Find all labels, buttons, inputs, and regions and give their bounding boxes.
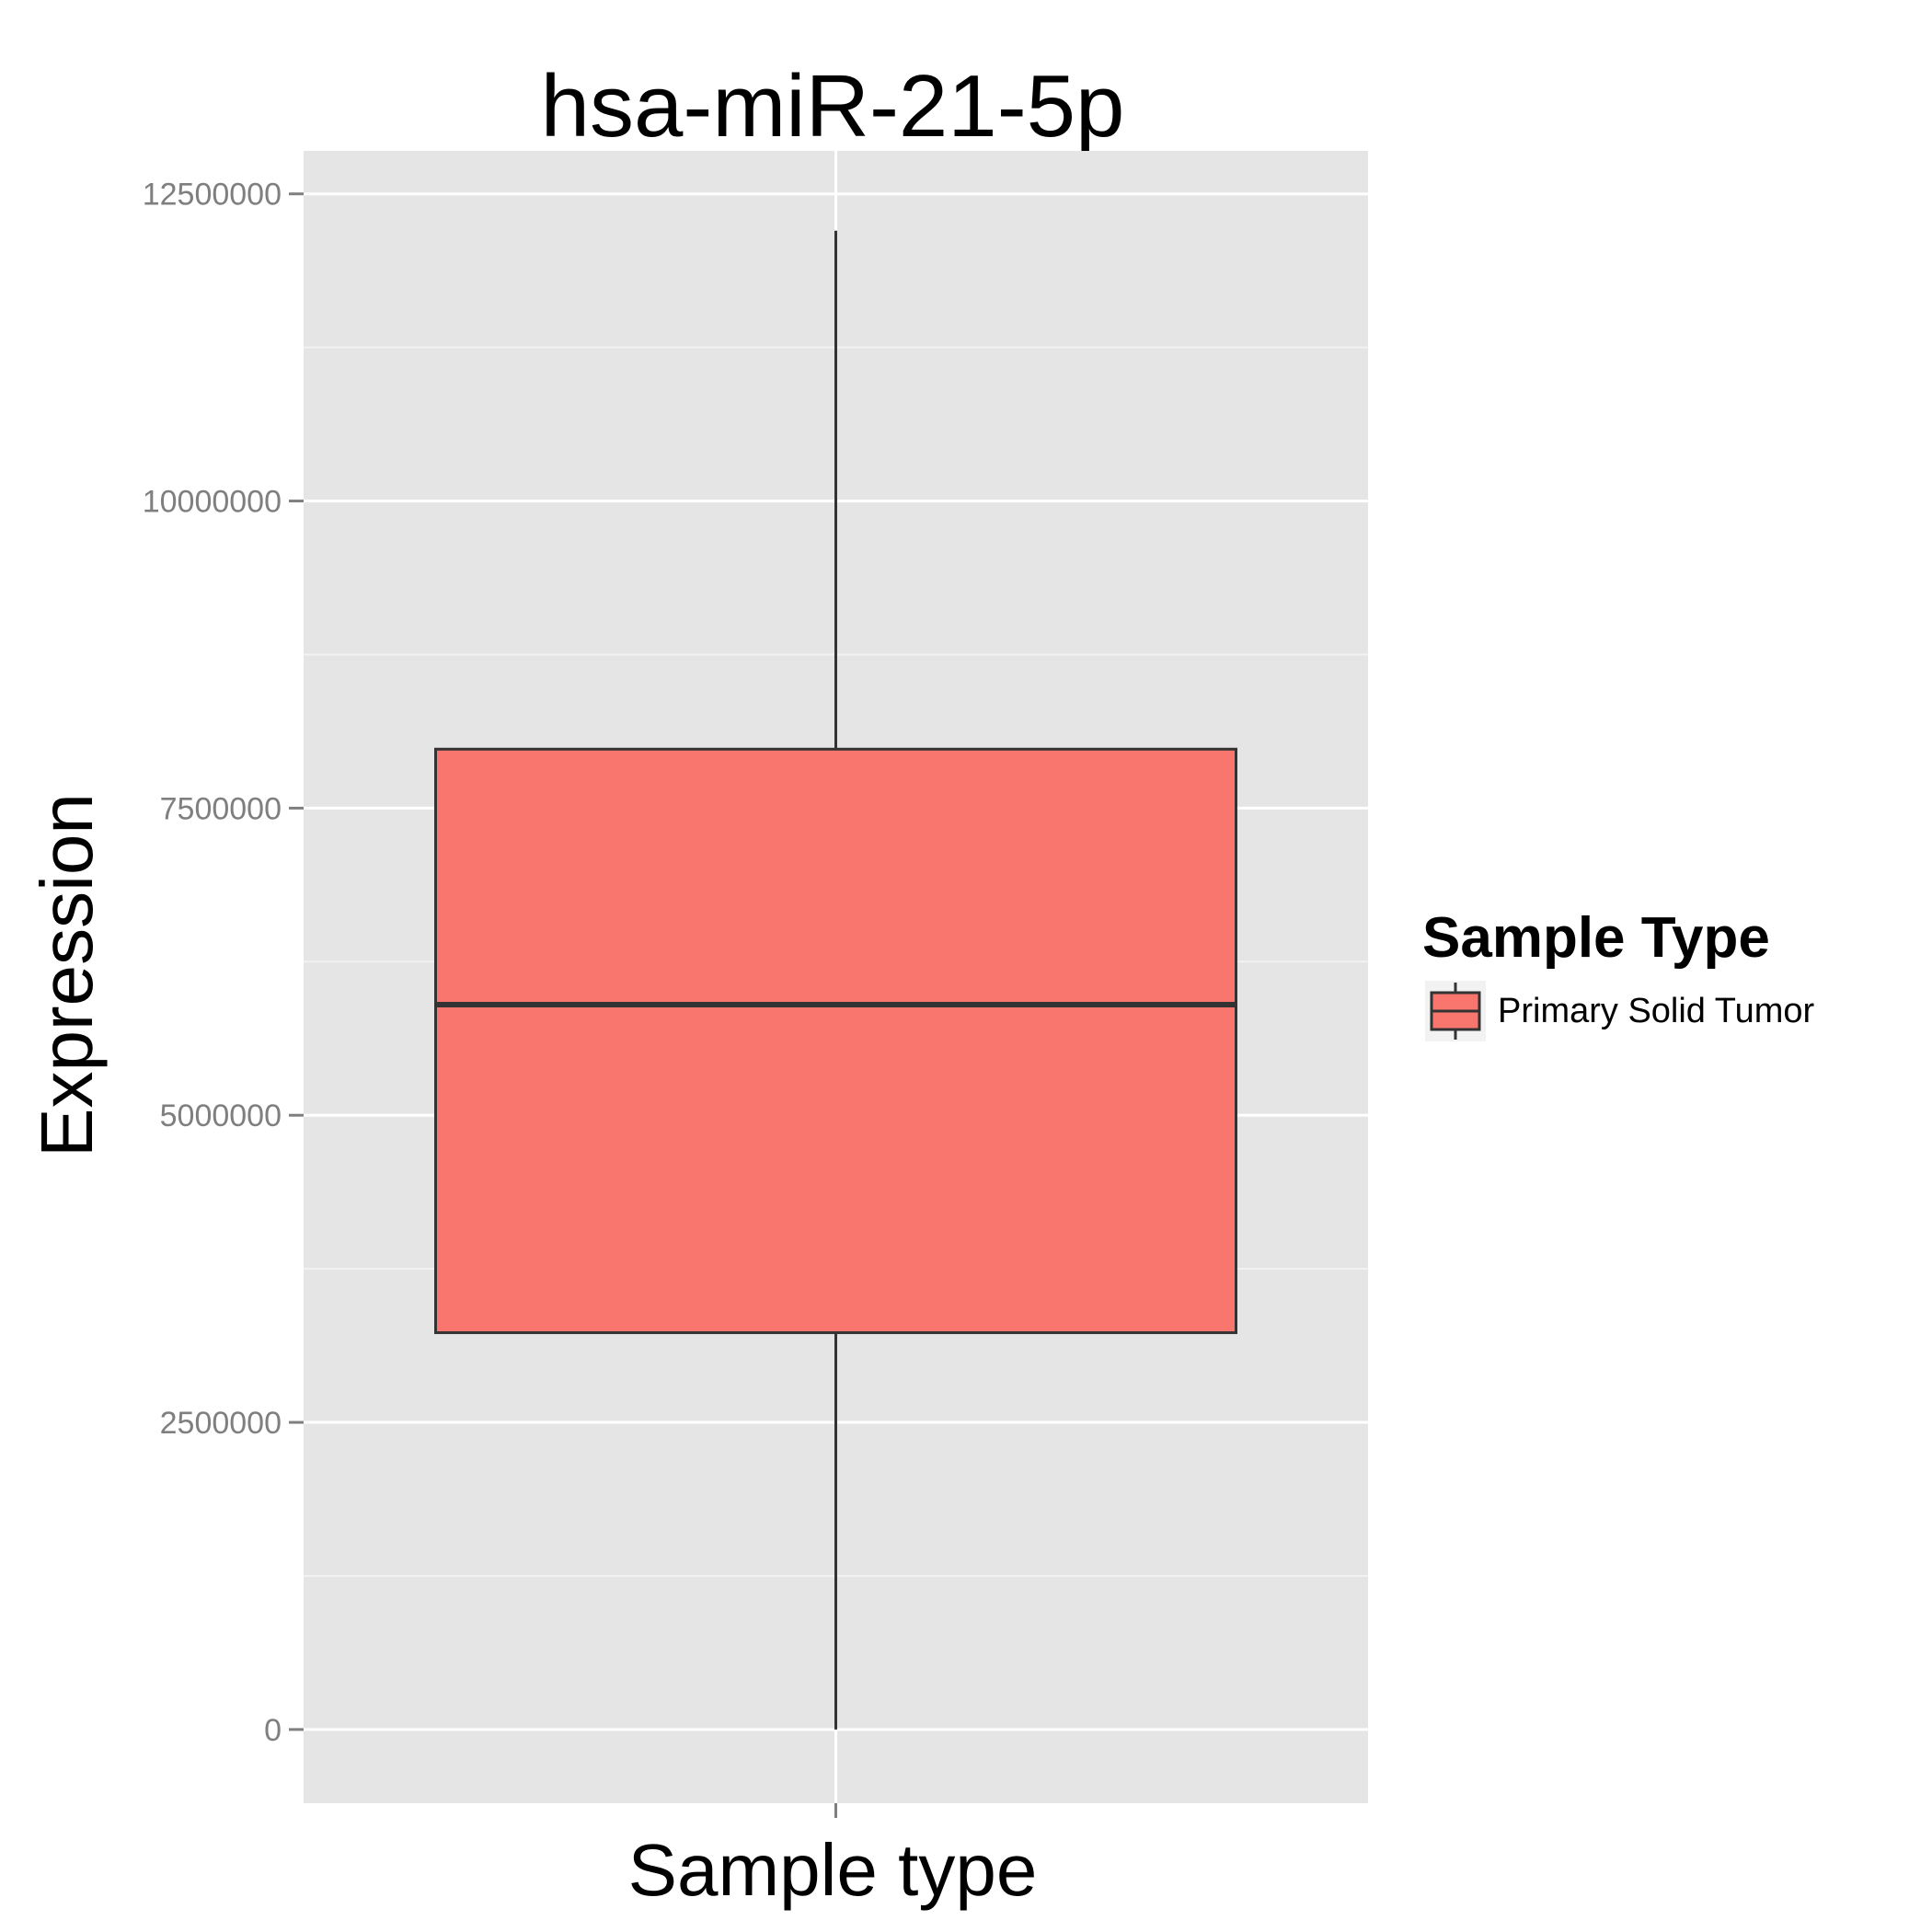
y-axis-ticks <box>289 192 304 1731</box>
y-axis-tick-labels: 0 2500000 5000000 7500000 10000000 12500000 <box>143 178 282 1748</box>
y-tick-label: 2500000 <box>160 1406 282 1441</box>
box-primary-solid-tumor <box>434 747 1237 1335</box>
chart-title: hsa-miR-21-5p <box>541 57 1125 155</box>
y-tick-label: 7500000 <box>160 791 282 826</box>
box-series <box>434 230 1237 1730</box>
y-axis-title: Expression <box>26 793 108 1157</box>
y-tick-label: 0 <box>264 1713 282 1748</box>
x-axis-title: Sample type <box>628 1829 1038 1911</box>
legend-label-primary-solid-tumor: Primary Solid Tumor <box>1498 992 1815 1030</box>
y-tick-label: 10000000 <box>143 485 282 520</box>
legend-key-primary-solid-tumor <box>1425 981 1486 1041</box>
legend-title: Sample Type <box>1422 906 1770 970</box>
legend: Sample Type Primary Solid Tumor <box>1422 906 1815 1041</box>
y-tick-label: 12500000 <box>143 178 282 213</box>
y-tick-label: 5000000 <box>160 1098 282 1133</box>
